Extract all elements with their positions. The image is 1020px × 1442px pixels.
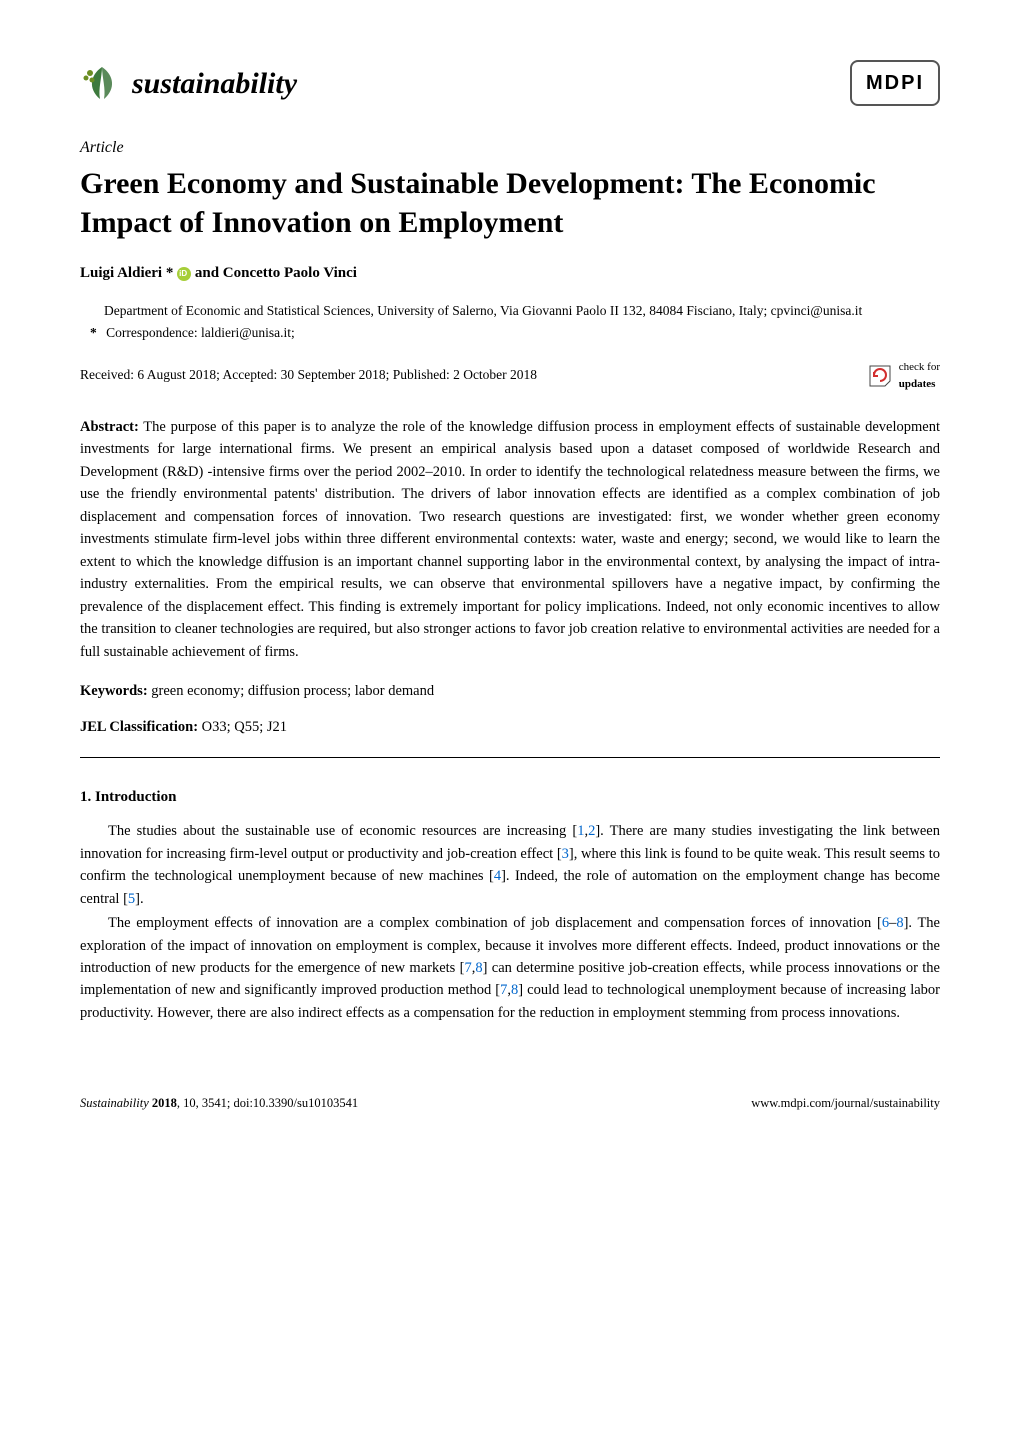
- cite-8[interactable]: 8: [896, 915, 903, 931]
- cite-8b[interactable]: 8: [475, 960, 482, 976]
- intro-para-1: The studies about the sustainable use of…: [80, 820, 940, 910]
- jel-label: JEL Classification:: [80, 719, 198, 735]
- correspondence-text: Correspondence: laldieri@unisa.it;: [106, 325, 295, 340]
- p1a: The studies about the sustainable use of…: [108, 823, 577, 839]
- dates-row: Received: 6 August 2018; Accepted: 30 Se…: [80, 359, 940, 392]
- affiliation: Department of Economic and Statistical S…: [104, 301, 940, 321]
- authors-line: Luigi Aldieri * and Concetto Paolo Vinci: [80, 262, 940, 285]
- journal-name: sustainability: [132, 61, 297, 106]
- journal-logo: sustainability: [80, 61, 297, 106]
- intro-para-2: The employment effects of innovation are…: [80, 912, 940, 1024]
- abstract: Abstract: The purpose of this paper is t…: [80, 416, 940, 663]
- cite-3[interactable]: 3: [562, 846, 569, 862]
- section-1-heading: 1. Introduction: [80, 786, 940, 809]
- dates-text: Received: 6 August 2018; Accepted: 30 Se…: [80, 365, 537, 385]
- abstract-label: Abstract:: [80, 419, 139, 435]
- section-divider: [80, 757, 940, 758]
- check-updates-label: check forupdates: [899, 359, 940, 392]
- footer-url[interactable]: www.mdpi.com/journal/sustainability: [751, 1094, 940, 1113]
- abstract-text: The purpose of this paper is to analyze …: [80, 419, 940, 660]
- correspondence-star: *: [90, 325, 97, 340]
- cite-6[interactable]: 6: [882, 915, 889, 931]
- footer-journal: Sustainability: [80, 1096, 149, 1110]
- leaf-icon: [80, 61, 124, 105]
- footer-rest: , 10, 3541; doi:10.3390/su10103541: [177, 1096, 358, 1110]
- cite-7[interactable]: 7: [465, 960, 472, 976]
- footer-year: 2018: [152, 1096, 177, 1110]
- author-text: Luigi Aldieri *: [80, 265, 173, 281]
- article-title: Green Economy and Sustainable Developmen…: [80, 164, 940, 242]
- keywords: Keywords: green economy; diffusion proce…: [80, 681, 940, 703]
- keywords-text: green economy; diffusion process; labor …: [151, 683, 434, 699]
- header-row: sustainability MDPI: [80, 60, 940, 106]
- author-rest: and Concetto Paolo Vinci: [195, 265, 357, 281]
- jel-text: O33; Q55; J21: [202, 719, 287, 735]
- cite-4[interactable]: 4: [494, 868, 501, 884]
- orcid-icon[interactable]: [177, 267, 191, 281]
- check-updates-icon: [867, 363, 893, 389]
- jel-classification: JEL Classification: O33; Q55; J21: [80, 717, 940, 739]
- p1f: ].: [135, 891, 143, 907]
- keywords-label: Keywords:: [80, 683, 148, 699]
- p2a: The employment effects of innovation are…: [108, 915, 882, 931]
- article-type: Article: [80, 136, 940, 160]
- check-updates-badge[interactable]: check forupdates: [867, 359, 940, 392]
- publisher-logo: MDPI: [850, 60, 940, 106]
- page-footer: Sustainability 2018, 10, 3541; doi:10.33…: [80, 1094, 940, 1113]
- correspondence: * Correspondence: laldieri@unisa.it;: [104, 323, 940, 343]
- footer-citation: Sustainability 2018, 10, 3541; doi:10.33…: [80, 1094, 358, 1113]
